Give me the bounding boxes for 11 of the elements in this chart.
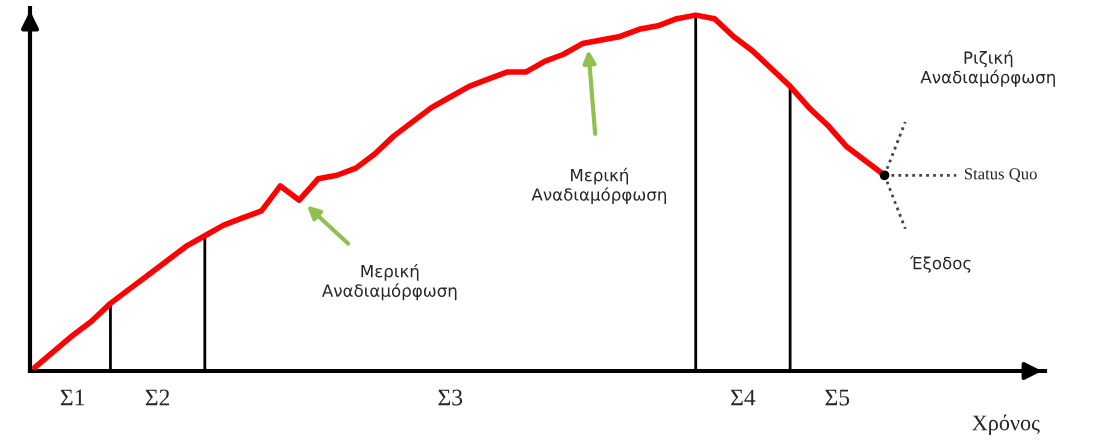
text: Έξοδος (909, 255, 971, 273)
text: Σ3 (438, 389, 463, 406)
text: Σ2 (145, 389, 170, 406)
annotation: Μερική Αναδιαμόρφωση (531, 167, 666, 205)
x-axis-title: Χρόνος (972, 414, 1040, 435)
text: Status Quo (964, 168, 1037, 182)
text: Ριζική Αναδιαμόρφωση (920, 50, 1055, 87)
text: Σ4 (731, 389, 756, 406)
text: Σ1 (60, 389, 85, 406)
annotation: Μερική Αναδιαμόρφωση (322, 263, 457, 301)
text: Σ5 (825, 389, 850, 406)
